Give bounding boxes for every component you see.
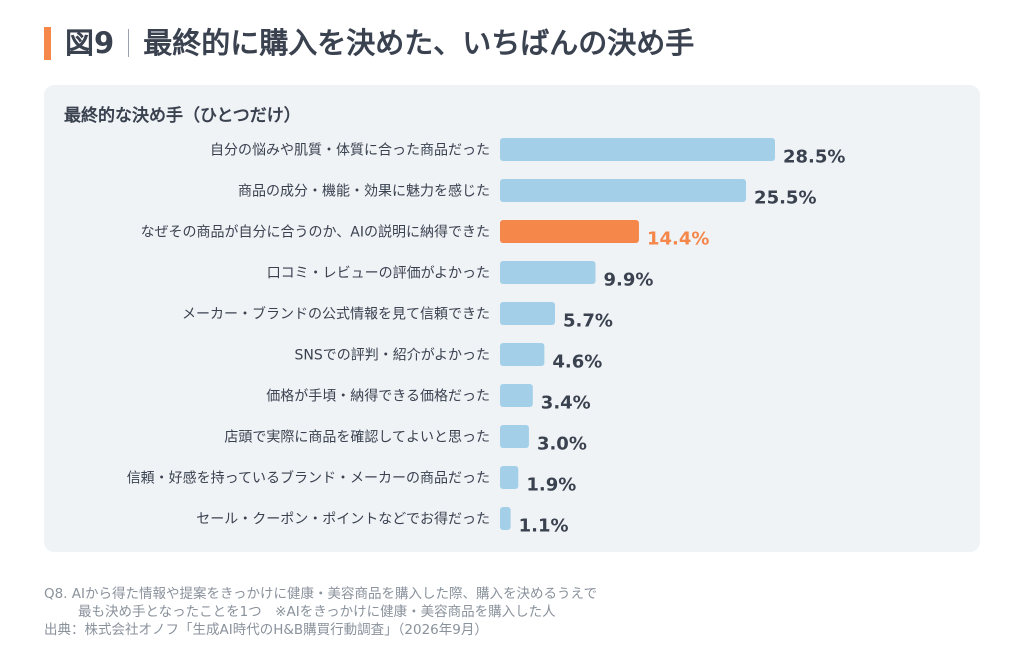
value-label: 3.4% [541,393,591,414]
bar [500,343,545,366]
title-separator [128,29,130,57]
footnotes: Q8. AIから得た情報や提案をきっかけに健康・美容商品を購入した際、購入を決め… [44,585,597,639]
question-note-line1: Q8. AIから得た情報や提案をきっかけに健康・美容商品を購入した際、購入を決め… [44,586,598,602]
chart-title: 最終的な決め手（ひとつだけ） [64,106,301,126]
category-label: 自分の悩みや肌質・体質に合った商品だった [210,143,490,159]
category-label: なぜその商品が自分に合うのか、AIの説明に納得できた [141,224,490,241]
value-label: 4.6% [552,352,602,373]
value-label: 9.9% [604,270,654,291]
value-label: 1.1% [519,516,569,537]
value-label: 3.0% [537,434,587,455]
figure-number: 図9 [65,26,115,60]
question-note-line2: 最も決め手となったことを1つ ※AIをきっかけに健康・美容商品を購入した人 [78,604,556,620]
bar [500,425,529,448]
category-label: SNSでの評判・紹介がよかった [294,348,490,364]
source-note: 出典：株式会社オノフ「生成AI時代のH&B購買行動調査」（2026年9月） [44,622,488,638]
category-label: 商品の成分・機能・効果に魅力を感じた [238,183,490,200]
bar [500,384,533,407]
bar [500,261,596,284]
category-label: 信頼・好感を持っているブランド・メーカーの商品だった [127,470,490,487]
category-label: セール・クーポン・ポイントなどでお得だった [196,511,490,528]
figure-title: 最終的に購入を決めた、いちばんの決め手 [143,26,695,60]
value-label: 14.4% [647,229,709,250]
bar [500,138,775,161]
title-accent-bar [44,27,51,60]
value-label: 28.5% [783,147,845,168]
category-label: 口コミ・レビューの評価がよかった [267,266,490,282]
value-label: 5.7% [563,311,613,332]
category-label: 価格が手頃・納得できる価格だった [266,388,490,405]
category-label: 店頭で実際に商品を確認してよいと思った [224,430,490,446]
bar [500,507,511,530]
bar [500,466,519,489]
value-label: 1.9% [526,475,576,496]
bar-highlight [500,220,639,243]
bar [500,302,555,325]
category-label: メーカー・ブランドの公式情報を見て信頼できた [182,306,490,323]
value-label: 25.5% [754,188,816,209]
page-title: 図9 最終的に購入を決めた、いちばんの決め手 [65,23,694,63]
bar [500,179,747,202]
